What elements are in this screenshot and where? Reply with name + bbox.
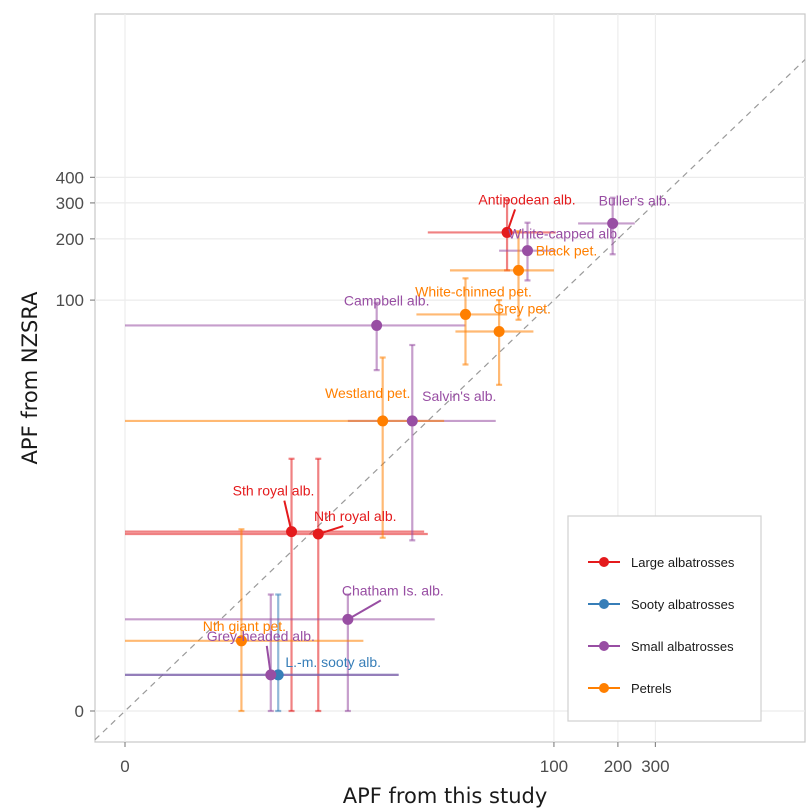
label-leader-antipodean-alb	[506, 209, 517, 233]
label-westland-pet: Westland pet.	[325, 385, 410, 401]
grid-lines	[95, 14, 805, 742]
point-white-chinned-pet	[459, 308, 471, 320]
legend-key-point-small-albatrosses	[599, 641, 609, 651]
one-to-one-reference-line	[94, 59, 806, 741]
legend-key-point-sooty-albatrosses	[599, 599, 609, 609]
y-tick-label: 300	[56, 194, 84, 213]
x-tick-label: 300	[641, 757, 669, 776]
point-black-pet	[513, 264, 525, 276]
x-tick-label: 0	[120, 757, 129, 776]
point-white-capped-alb	[521, 245, 533, 257]
y-tick-label: 400	[56, 168, 84, 187]
point-campbell-alb	[371, 319, 383, 331]
legend-label-small-albatrosses: Small albatrosses	[631, 639, 734, 654]
legend-label-large-albatrosses: Large albatrosses	[631, 555, 735, 570]
label-chatham-is-alb: Chatham Is. alb.	[342, 582, 444, 598]
label-nth-giant-pet: Nth giant pet.	[203, 618, 286, 634]
label-leader-nth-royal-alb	[317, 525, 344, 535]
label-nth-royal-alb: Nth royal alb.	[314, 508, 396, 524]
legend: Large albatrosses Sooty albatrosses Small …	[567, 515, 762, 722]
point-westland-pet	[377, 415, 389, 427]
x-axis-title: APF from this study	[343, 784, 548, 808]
x-tick-label: 200	[604, 757, 632, 776]
point-labels: Antipodean alb. Sth royal alb. Nth royal a…	[203, 191, 671, 676]
point-antipodean-alb	[501, 226, 513, 238]
y-tick-label: 100	[56, 291, 84, 310]
legend-label-sooty-albatrosses: Sooty albatrosses	[631, 597, 735, 612]
label-grey-headed-alb: Grey-headed alb.	[207, 628, 315, 644]
point-nth-giant-pet	[235, 635, 247, 647]
point-grey-pet	[493, 325, 505, 337]
label-grey-pet: Grey pet.	[493, 300, 551, 316]
y-tick-label: 200	[56, 230, 84, 249]
legend-key-point-petrels	[599, 683, 609, 693]
label-buller-s-alb: Buller's alb.	[599, 192, 671, 208]
label-l-m-sooty-alb: L.-m. sooty alb.	[285, 654, 381, 670]
label-sth-royal-alb: Sth royal alb.	[233, 483, 315, 499]
data-points	[235, 217, 619, 681]
y-axis-title: APF from NZSRA	[18, 291, 42, 464]
x-tick-label: 100	[540, 757, 568, 776]
y-axis-ticks: 0 100 200 300 400	[56, 168, 95, 721]
legend-label-petrels: Petrels	[631, 681, 672, 696]
label-leader-sth-royal-alb	[283, 500, 293, 532]
y-tick-label: 0	[75, 702, 84, 721]
legend-key-point-large-albatrosses	[599, 557, 609, 567]
x-axis-ticks: 0 100 200 300	[120, 742, 670, 776]
label-white-capped-alb: White-capped alb.	[508, 226, 621, 242]
label-antipodean-alb: Antipodean alb.	[478, 191, 575, 207]
point-salvin-s-alb	[406, 415, 418, 427]
label-salvin-s-alb: Salvin's alb.	[422, 388, 496, 404]
label-black-pet: Black pet.	[536, 242, 597, 258]
label-leader-grey-headed-alb	[265, 645, 272, 676]
label-campbell-alb: Campbell alb.	[344, 292, 430, 308]
point-buller-s-alb	[607, 217, 619, 229]
label-leader-chatham-is-alb	[347, 599, 382, 621]
label-white-chinned-pet: White-chinned pet.	[415, 283, 532, 299]
